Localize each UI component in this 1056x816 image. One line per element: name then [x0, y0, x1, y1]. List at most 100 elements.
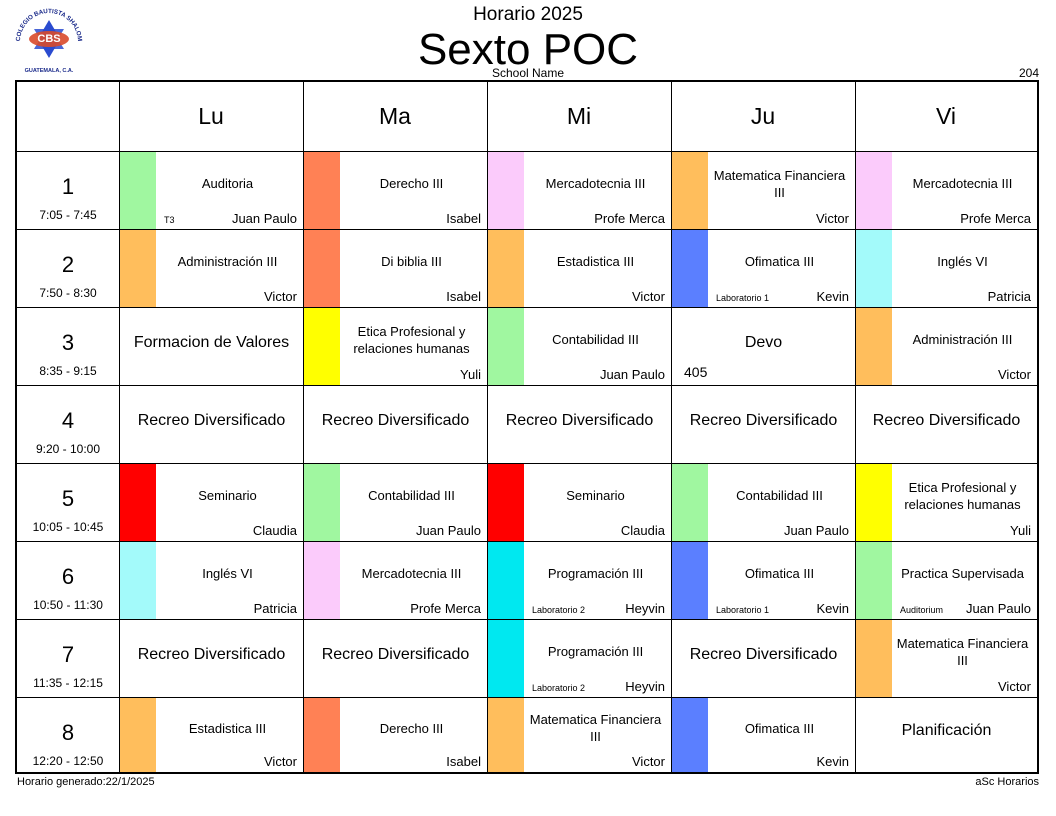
- lesson-cell: Programación III Heyvin Laboratorio 2: [488, 542, 671, 619]
- teacher-name: Victor: [632, 754, 665, 769]
- subject-name: Recreo Diversificado: [505, 411, 654, 429]
- subject-color-strip: [672, 542, 708, 619]
- lesson-cell: Matematica Financiera III Victor: [488, 698, 671, 772]
- lesson-cell: Devo 405: [672, 308, 855, 385]
- lesson-cell: Recreo Diversificado: [488, 386, 671, 463]
- grid-column-line: [487, 82, 488, 772]
- subject-name: Contabilidad III: [736, 488, 823, 503]
- lesson-cell: Recreo Diversificado: [856, 386, 1037, 463]
- subject-name: Administración III: [912, 332, 1013, 347]
- subject-color-strip: [488, 152, 524, 229]
- lesson-cell: Matematica Financiera III Victor: [672, 152, 855, 229]
- subject-name: Di biblia III: [381, 254, 442, 269]
- timetable-grid: Lu Ma Mi Ju Vi 1 7:05 - 7:45 2 7:50 - 8:30 3 8:35 …: [15, 80, 1039, 774]
- subject-name: Recreo Diversificado: [689, 645, 838, 663]
- subject-color-strip: [304, 152, 340, 229]
- subject-name: Auditoria: [201, 176, 254, 191]
- school-year: Horario 2025: [473, 4, 583, 25]
- lesson-cell: Matematica Financiera III Victor: [856, 620, 1037, 697]
- teacher-name: Patricia: [253, 601, 297, 616]
- teacher-name: Kevin: [816, 601, 849, 616]
- lesson-cell: Contabilidad III Juan Paulo: [672, 464, 855, 541]
- teacher-name: Victor: [632, 289, 665, 304]
- lesson-cell: Mercadotecnia III Profe Merca: [856, 152, 1037, 229]
- period-time: 7:50 - 8:30: [39, 286, 97, 300]
- subject-name: Estadistica III: [188, 720, 267, 736]
- teacher-name: Juan Paulo: [415, 523, 481, 538]
- grid-row-line: [17, 463, 1037, 464]
- teacher-name: Patricia: [987, 289, 1031, 304]
- teacher-name: Victor: [998, 367, 1031, 382]
- subject-name: Administración III: [177, 254, 278, 269]
- period-time: 12:20 - 12:50: [32, 754, 104, 768]
- subject-color-strip: [120, 230, 156, 307]
- day-header: Ju: [750, 103, 776, 129]
- lesson-cell: Ofimatica III Kevin Laboratorio 1: [672, 542, 855, 619]
- lesson-cell: Estadistica III Victor: [488, 230, 671, 307]
- subject-color-strip: [488, 698, 524, 772]
- teacher-name: Profe Merca: [594, 211, 665, 226]
- lesson-cell: Derecho III Isabel: [304, 152, 487, 229]
- subject-name: Mercadotecnia III: [361, 566, 462, 581]
- period-number: 2: [61, 252, 75, 277]
- subject-color-strip: [488, 230, 524, 307]
- subject-name: Formacion de Valores: [133, 333, 290, 351]
- grid-column-line: [671, 82, 672, 772]
- period-number: 7: [61, 642, 75, 667]
- teacher-name: Victor: [264, 754, 297, 769]
- teacher-name: Isabel: [446, 754, 481, 769]
- subject-name: Mercadotecnia III: [545, 176, 646, 191]
- subject-color-strip: [672, 698, 708, 772]
- subject-name: Ofimatica III: [744, 254, 815, 269]
- subject-name: Etica Profesional y relaciones humanas: [904, 479, 1021, 512]
- logo-initials: CBS: [37, 33, 60, 45]
- teacher-name: Claudia: [620, 523, 665, 538]
- subject-color-strip: [856, 464, 892, 541]
- teacher-name: Juan Paulo: [965, 601, 1031, 616]
- teacher-name: Isabel: [446, 289, 481, 304]
- subject-name: Planificación: [901, 722, 992, 739]
- lesson-cell: Inglés VI Patricia: [120, 542, 303, 619]
- subject-color-strip: [304, 308, 340, 385]
- subject-name: Matematica Financiera III: [529, 712, 662, 744]
- subject-name: Seminario: [198, 488, 257, 503]
- period-number: 1: [61, 174, 75, 199]
- grid-row-line: [17, 697, 1037, 698]
- lesson-cell: Estadistica III Victor: [120, 698, 303, 772]
- teacher-name: Heyvin: [625, 601, 665, 616]
- subject-name: Derecho III: [379, 176, 444, 191]
- period-number: 3: [61, 330, 75, 355]
- teacher-name: Yuli: [460, 367, 481, 382]
- generated-date: Horario generado:22/1/2025: [17, 776, 155, 788]
- subject-color-strip: [488, 308, 524, 385]
- subject-name: Recreo Diversificado: [321, 645, 470, 663]
- room-label: T3: [164, 215, 175, 225]
- lesson-cell: Mercadotecnia III Profe Merca: [488, 152, 671, 229]
- lesson-cell: Recreo Diversificado: [672, 620, 855, 697]
- period-number: 4: [61, 408, 75, 433]
- teacher-name: Victor: [998, 679, 1031, 694]
- subject-color-strip: [672, 464, 708, 541]
- period-time: 10:05 - 10:45: [32, 520, 104, 534]
- subject-name: Seminario: [566, 488, 625, 503]
- subject-name: Contabilidad III: [368, 488, 455, 503]
- teacher-name: Victor: [816, 211, 849, 226]
- teacher-name: Profe Merca: [960, 211, 1031, 226]
- teacher-name: Juan Paulo: [231, 211, 297, 226]
- subject-name: Inglés VI: [937, 254, 988, 269]
- subject-color-strip: [120, 464, 156, 541]
- room-label: 405: [684, 364, 708, 380]
- room-label: Laboratorio 1: [716, 293, 770, 303]
- subject-color-strip: [672, 152, 708, 229]
- subject-name: Inglés VI: [202, 566, 253, 581]
- school-name: School Name: [491, 66, 565, 80]
- subject-name: Contabilidad III: [552, 332, 639, 347]
- subject-name: Programación III: [547, 566, 644, 581]
- lesson-cell: Recreo Diversificado: [120, 620, 303, 697]
- lesson-cell: Mercadotecnia III Profe Merca: [304, 542, 487, 619]
- software-name: aSc Horarios: [975, 776, 1039, 788]
- subject-color-strip: [304, 542, 340, 619]
- period-number: 8: [61, 720, 75, 745]
- grid-column-line: [303, 82, 304, 772]
- subject-color-strip: [856, 620, 892, 697]
